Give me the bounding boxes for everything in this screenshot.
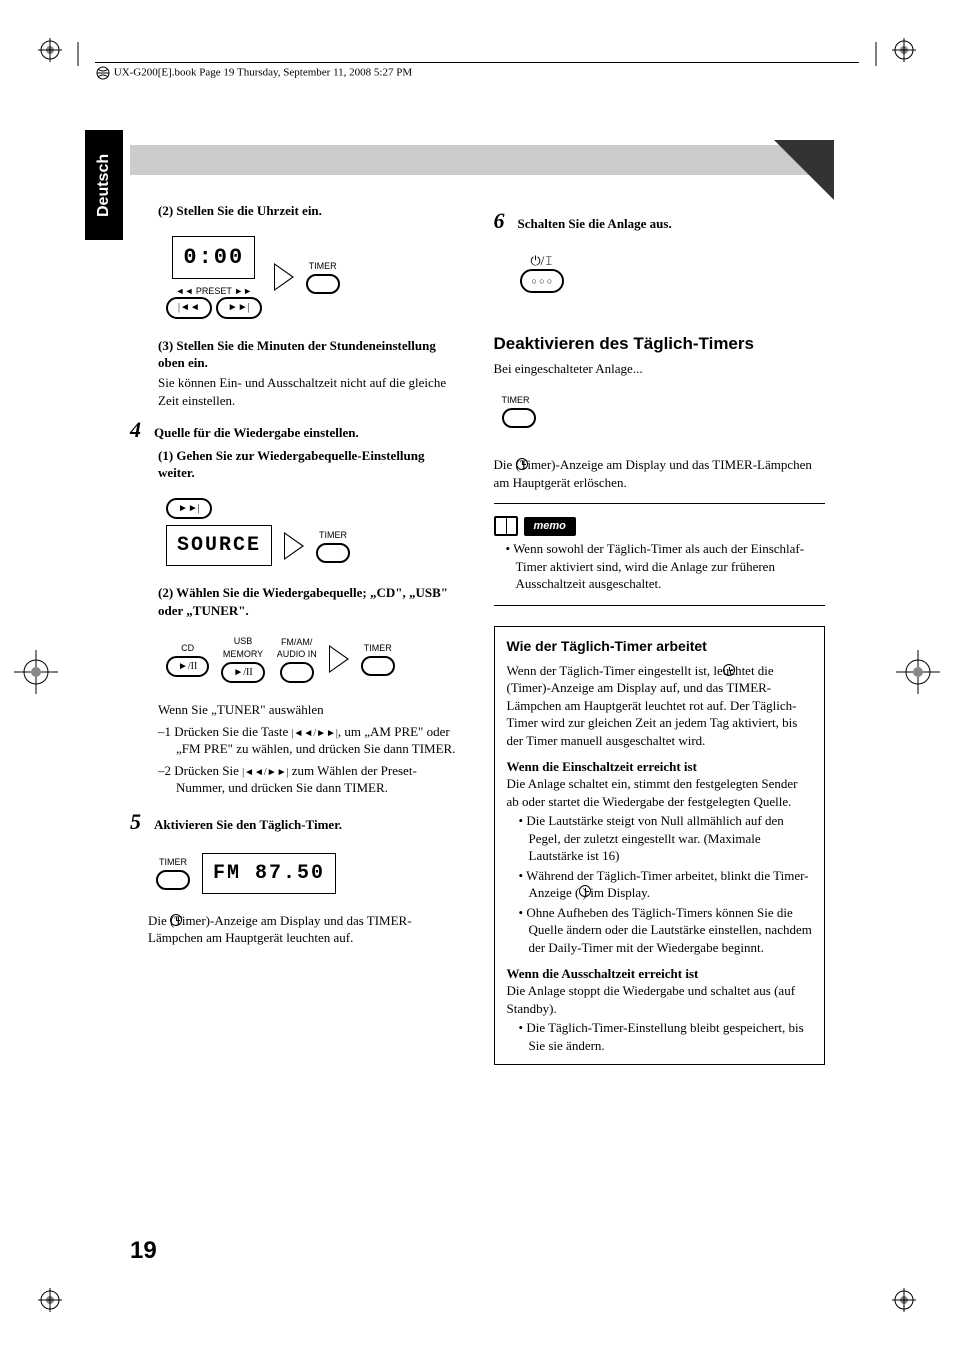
lcd-source: SOURCE	[166, 525, 272, 566]
figure-time-preset: 0:00 ◄◄ PRESET ►► |◄◄ ►►| TIMER	[158, 228, 348, 327]
timer-button[interactable]	[316, 543, 350, 563]
left-column: (2) Stellen Sie die Uhrzeit ein. 0:00 ◄◄…	[130, 200, 462, 1065]
divider	[494, 503, 826, 504]
timer-label: TIMER	[159, 856, 187, 868]
timer-label: TIMER	[364, 642, 392, 654]
arrow-icon	[284, 532, 304, 560]
usb-label2: MEMORY	[223, 649, 263, 659]
clock-icon	[170, 914, 182, 926]
figure-sources-buttons: CD ►/II USB MEMORY ►/II FM/AM/AUDIO IN TI…	[158, 627, 403, 691]
page-content: (2) Stellen Sie die Uhrzeit ein. 0:00 ◄◄…	[130, 200, 825, 1065]
corner-triangle-icon	[774, 140, 834, 200]
box-on-p: Die Anlage schaltet ein, stimmt den fest…	[507, 775, 813, 810]
box-off-head: Wenn die Ausschaltzeit erreicht ist	[507, 965, 813, 983]
clock-icon	[579, 885, 591, 897]
timer-button[interactable]	[306, 274, 340, 294]
step-5-head: Aktivieren Sie den Täglich-Timer.	[154, 816, 342, 834]
timer-button[interactable]	[502, 408, 536, 428]
step-6-num: 6	[494, 206, 514, 236]
box-on-b3: Ohne Aufheben des Täglich-Timers können …	[519, 904, 813, 957]
usb-button[interactable]: ►/II	[221, 662, 264, 684]
box-off-b1: Die Täglich-Timer-Einstellung bleibt ges…	[519, 1019, 813, 1054]
step4-2: (2) Wählen Sie die Wiedergabequelle; „CD…	[158, 585, 448, 618]
header-note-text: UX-G200[E].book Page 19 Thursday, Septem…	[114, 67, 412, 79]
lcd-time: 0:00	[172, 236, 255, 280]
figure-fm: TIMER FM 87.50	[148, 845, 344, 902]
step2-3: (3) Stellen Sie die Minuten der Stundene…	[158, 338, 436, 371]
right-column: 6 Schalten Sie die Anlage aus. ⏻/𝙸 ○ ○ ○…	[494, 200, 826, 1065]
divider	[494, 605, 826, 606]
step-6-head: Schalten Sie die Anlage aus.	[518, 215, 672, 233]
tuner-d1: –1 Drücken Sie die Taste |◄◄/►►|, um „AM…	[158, 723, 462, 758]
cd-label: CD	[181, 642, 194, 654]
memo-bullet: Wenn sowohl der Täglich-Timer als auch d…	[506, 540, 826, 593]
power-button[interactable]: ○ ○ ○	[520, 269, 565, 293]
deact-note: Die (Timer)-Anzeige am Display und das T…	[494, 456, 826, 491]
tuner-pre: Wenn Sie „TUNER" auswählen	[158, 701, 462, 719]
crop-mark-br	[892, 1288, 916, 1312]
deactivate-sub: Bei eingeschalteter Anlage...	[494, 360, 826, 378]
registration-left	[14, 650, 58, 699]
step2-2: (2) Stellen Sie die Uhrzeit ein.	[158, 203, 322, 218]
fmam-button[interactable]	[280, 662, 314, 682]
figure-timer-only: TIMER	[494, 386, 544, 436]
box-on-b2: Während der Täglich-Timer arbeitet, blin…	[519, 867, 813, 902]
timer-button[interactable]	[361, 656, 395, 676]
book-icon	[494, 516, 518, 536]
box-off-p: Die Anlage stoppt die Wiedergabe und sch…	[507, 982, 813, 1017]
fmam-label1: FM/AM/	[281, 637, 313, 647]
figure-source: ►►| SOURCE TIMER	[158, 490, 358, 575]
step-4-num: 4	[130, 415, 150, 445]
clock-icon	[723, 664, 735, 676]
prev-button[interactable]: |◄◄	[166, 297, 212, 319]
cd-button[interactable]: ►/II	[166, 656, 209, 678]
tuner-d2: –2 Drücken Sie |◄◄/►►| zum Wählen der Pr…	[158, 762, 462, 797]
step-5-num: 5	[130, 807, 150, 837]
box-title: Wie der Täglich-Timer arbeitet	[507, 637, 813, 656]
timer-label: TIMER	[309, 260, 337, 272]
fmam-label2: AUDIO IN	[277, 649, 317, 659]
deactivate-title: Deaktivieren des Täglich-Timers	[494, 333, 826, 356]
page-number: 19	[130, 1237, 157, 1265]
figure-power: ⏻/𝙸 ○ ○ ○	[512, 244, 573, 302]
crop-mark-tl	[38, 38, 62, 62]
timer-label: TIMER	[502, 394, 530, 406]
info-box: Wie der Täglich-Timer arbeitet Wenn der …	[494, 626, 826, 1065]
memo-badge: memo	[494, 516, 826, 536]
box-on-head: Wenn die Einschaltzeit erreicht ist	[507, 758, 813, 776]
registration-right	[896, 650, 940, 699]
step-4-head: Quelle für die Wiedergabe einstellen.	[154, 424, 359, 442]
preset-label: PRESET	[196, 286, 232, 296]
language-tab: Deutsch	[85, 130, 123, 240]
crop-mark-tr	[892, 38, 916, 62]
clock-icon	[516, 458, 528, 470]
header-gray-bar	[130, 145, 814, 175]
crop-mark-bl	[38, 1288, 62, 1312]
box-on-b1: Die Lautstärke steigt von Null allmählic…	[519, 812, 813, 865]
memo-label: memo	[524, 517, 576, 536]
step5-note: Die (Timer)-Anzeige am Display und das T…	[148, 912, 462, 947]
box-intro: Wenn der Täglich-Timer eingestellt ist, …	[507, 662, 813, 750]
fwd-button[interactable]: ►►|	[166, 498, 212, 520]
step2-3-note: Sie können Ein- und Ausschaltzeit nicht …	[158, 374, 462, 409]
arrow-icon	[329, 645, 349, 673]
timer-button[interactable]	[156, 870, 190, 890]
usb-label1: USB	[234, 636, 253, 646]
timer-label: TIMER	[319, 529, 347, 541]
next-button[interactable]: ►►|	[216, 297, 262, 319]
page-header-note: UX-G200[E].book Page 19 Thursday, Septem…	[95, 62, 859, 81]
arrow-icon	[274, 263, 294, 291]
lcd-fm: FM 87.50	[202, 853, 336, 894]
step4-1: (1) Gehen Sie zur Wiedergabequelle-Einst…	[158, 448, 425, 481]
